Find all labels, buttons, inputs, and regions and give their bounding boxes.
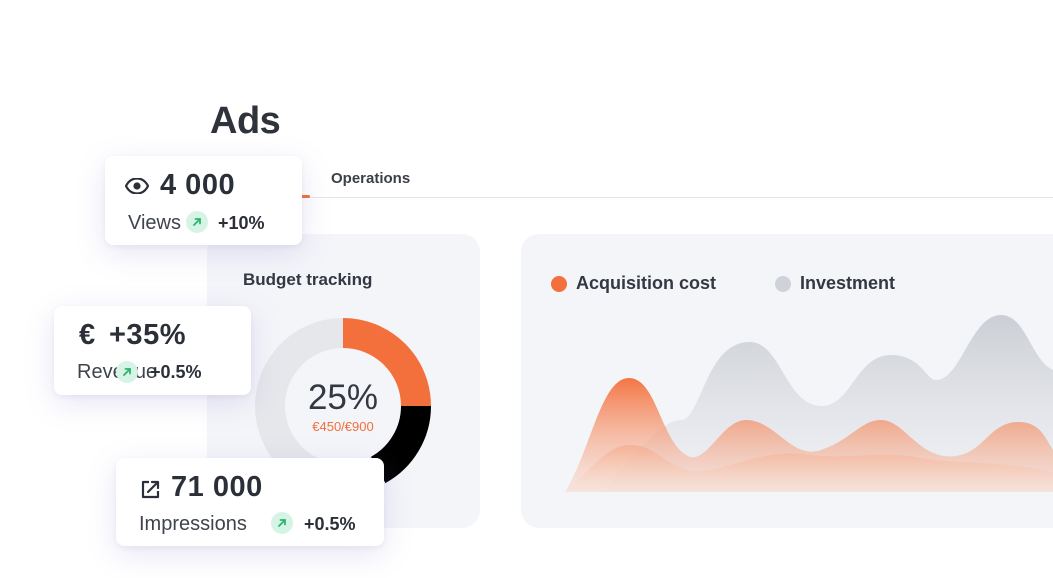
trend-up-icon — [186, 211, 208, 233]
legend-investment: Investment — [775, 273, 895, 294]
views-label: Views — [128, 212, 181, 234]
trend-up-icon — [271, 512, 293, 534]
impressions-metric-card: 71 000 Impressions +0.5% — [116, 458, 384, 546]
legend-label-acquisition: Acquisition cost — [576, 273, 717, 293]
budget-amount: €450/€900 — [312, 418, 374, 434]
acquisition-area-secondary — [565, 445, 1053, 492]
donut-center: 25% €450/€900 — [283, 346, 403, 466]
euro-icon: € — [79, 319, 96, 351]
views-metric-card: 4 000 Views +10% — [105, 156, 302, 245]
cost-area-chart — [565, 315, 1053, 492]
tabs-divider — [208, 197, 1053, 198]
views-change: +10% — [218, 213, 265, 233]
tab-operations[interactable]: Operations — [331, 170, 411, 187]
page-title: Ads — [210, 100, 281, 142]
revenue-change: +0.5% — [150, 362, 202, 382]
donut-segment-committed — [370, 405, 431, 484]
budget-percent: 25% — [307, 377, 379, 417]
impressions-value: 71 000 — [171, 471, 263, 503]
external-link-icon — [141, 480, 160, 499]
revenue-value: +35% — [109, 319, 186, 351]
legend-dot-acquisition — [551, 275, 567, 292]
revenue-metric-card: € +35% Revenue +0.5% — [54, 306, 251, 395]
budget-tracking-title: Budget tracking — [243, 270, 373, 289]
legend-label-investment: Investment — [800, 273, 896, 293]
legend-dot-investment — [775, 275, 791, 292]
impressions-change: +0.5% — [304, 514, 356, 534]
impressions-label: Impressions — [139, 513, 247, 535]
eye-icon — [125, 178, 149, 194]
donut-segment-spent — [342, 318, 431, 407]
views-value: 4 000 — [160, 169, 236, 201]
legend-acquisition-cost: Acquisition cost — [551, 273, 716, 294]
trend-up-icon — [116, 361, 138, 383]
